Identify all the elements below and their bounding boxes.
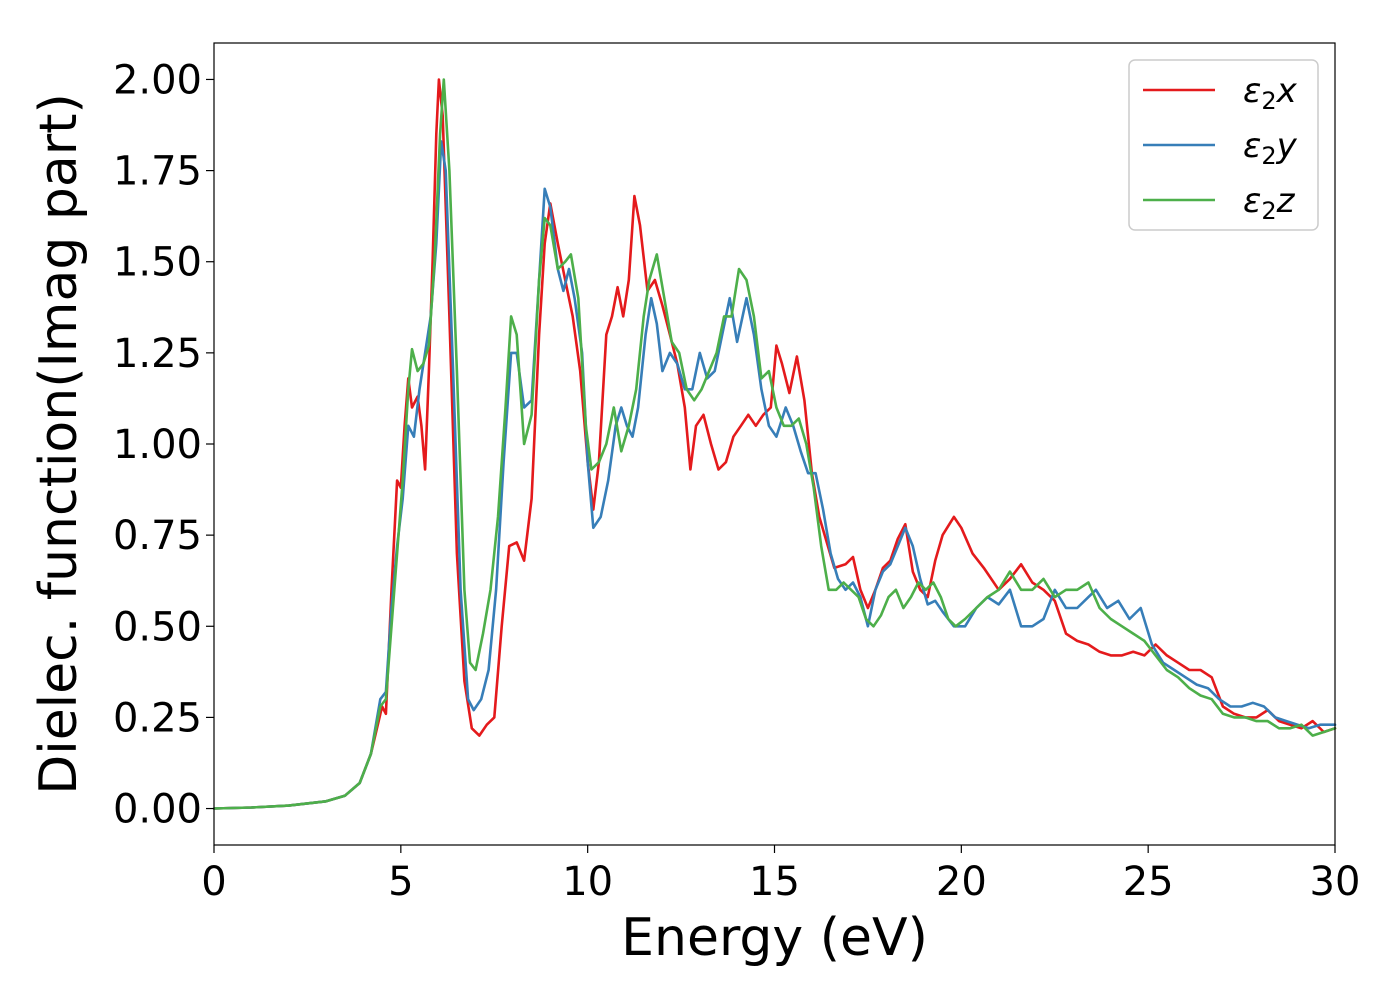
y-tick-label: 0.00 [113, 787, 202, 833]
legend-label-x: ε2x [1243, 71, 1298, 115]
y-tick-label: 0.25 [113, 695, 202, 741]
x-axis: 0 5 10 15 20 25 30 [201, 845, 1360, 905]
legend: ε2x ε2y ε2z [1128, 59, 1319, 231]
y-tick-label: 1.75 [113, 149, 202, 195]
x-axis-label: Energy (eV) [621, 908, 928, 968]
y-tick-label: 1.00 [113, 422, 202, 468]
legend-frame [1128, 59, 1319, 231]
y-tick-label: 2.00 [113, 57, 202, 103]
x-tick-label: 20 [936, 859, 987, 905]
x-tick-label: 0 [201, 859, 226, 905]
y-tick-label: 0.75 [113, 513, 202, 559]
x-tick-label: 5 [388, 859, 413, 905]
x-tick-label: 10 [562, 859, 613, 905]
x-tick-label: 25 [1123, 859, 1174, 905]
y-axis: 0.00 0.25 0.50 0.75 1.00 1.25 1.50 1.75 2.00 [113, 57, 214, 833]
legend-label-z: ε2z [1243, 181, 1296, 225]
series-line-y [212, 140, 1337, 810]
series-line-z [212, 78, 1337, 810]
y-axis-label: Dielec. function(Imag part) [29, 93, 89, 795]
series-line-x [212, 78, 1337, 810]
y-tick-label: 1.50 [113, 240, 202, 286]
y-tick-label: 1.25 [113, 331, 202, 377]
x-tick-label: 30 [1310, 859, 1361, 905]
legend-label-y: ε2y [1243, 126, 1298, 170]
x-tick-label: 15 [749, 859, 800, 905]
y-tick-label: 0.50 [113, 604, 202, 650]
series-group [212, 78, 1337, 810]
